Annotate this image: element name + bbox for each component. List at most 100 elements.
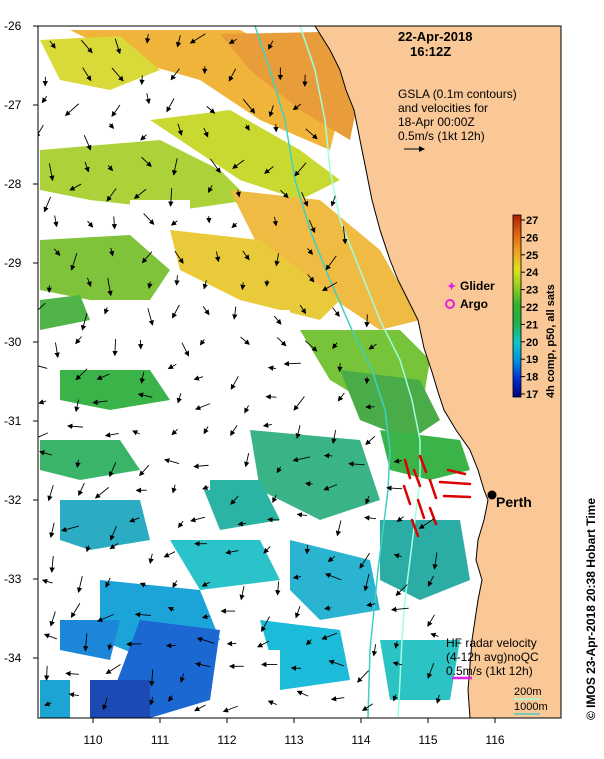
velocity-arrow	[147, 308, 154, 326]
velocity-arrow	[137, 392, 153, 398]
velocity-arrow	[280, 189, 289, 199]
velocity-arrow	[139, 582, 147, 588]
colorbar-ticks: 27 26 25 24 23 22 21 20 19 18 17	[521, 215, 539, 401]
gsla-line2: and velocities for	[398, 101, 488, 115]
velocity-arrow	[80, 39, 93, 54]
velocity-arrow	[43, 633, 58, 640]
lon-tick-label: 116	[485, 733, 504, 747]
velocity-arrow	[133, 188, 147, 199]
velocity-arrow	[167, 363, 177, 369]
velocity-arrow	[86, 277, 92, 287]
velocity-arrow	[167, 606, 175, 612]
velocity-arrow	[43, 196, 52, 213]
velocity-arrow	[82, 67, 92, 82]
lat-tick-label: -28	[4, 177, 22, 191]
velocity-arrow	[54, 342, 60, 358]
velocity-arrow	[348, 461, 365, 467]
colorbar-tick-label: 26	[526, 232, 538, 244]
credit-text: © IMOS 23-Apr-2018 20:38 Hobart Time	[584, 498, 598, 720]
velocity-arrow	[109, 247, 115, 257]
velocity-arrow	[321, 281, 338, 292]
velocity-arrow	[170, 220, 178, 226]
lat-tick-label: -34	[4, 651, 22, 665]
velocity-arrow	[171, 158, 178, 176]
velocity-arrow	[337, 363, 343, 373]
velocity-arrow	[61, 525, 79, 533]
velocity-arrow	[141, 251, 153, 264]
velocity-arrow	[104, 432, 119, 438]
velocity-arrow	[304, 481, 313, 487]
velocity-arrow	[178, 520, 184, 529]
velocity-arrow	[38, 432, 49, 440]
velocity-arrow	[342, 226, 348, 245]
velocity-arrow	[49, 522, 55, 538]
velocity-arrow	[232, 306, 238, 320]
latitude-ticks: -26 -27 -28 -29 -30 -31 -32 -33 -34	[4, 19, 38, 665]
longitude-ticks: 110 111 112 113 114 115 116	[83, 718, 505, 747]
velocity-arrow	[325, 255, 337, 271]
velocity-arrow	[83, 633, 89, 652]
velocity-arrow	[172, 304, 180, 319]
velocity-arrow	[327, 556, 336, 562]
perth-label: Perth	[496, 494, 532, 510]
velocity-arrow	[171, 428, 178, 436]
velocity-arrow	[299, 304, 307, 315]
gsla-scale: 0.5m/s (1kt 12h)	[398, 129, 485, 143]
velocity-arrow	[164, 458, 180, 464]
velocity-arrow	[103, 307, 110, 315]
velocity-arrow	[392, 694, 398, 702]
velocity-arrow	[364, 314, 370, 328]
velocity-arrow	[321, 632, 338, 640]
velocity-arrow	[427, 576, 434, 587]
colorbar-tick-label: 27	[526, 215, 538, 227]
velocity-arrow	[308, 219, 316, 234]
velocity-arrow	[323, 484, 338, 491]
velocity-arrow	[74, 399, 80, 413]
velocity-arrow	[41, 578, 53, 585]
velocity-arrow	[361, 703, 374, 711]
velocity-arrow	[105, 577, 111, 588]
velocity-arrow	[78, 482, 85, 497]
velocity-arrow	[267, 517, 280, 523]
velocity-arrow	[306, 639, 312, 646]
velocity-arrow	[283, 361, 301, 367]
velocity-arrow	[106, 188, 117, 202]
velocity-arrow	[394, 641, 400, 649]
gsla-line1: GSLA (0.1m contours)	[398, 87, 517, 101]
velocity-arrow	[275, 581, 281, 596]
velocity-arrow	[301, 192, 309, 207]
velocity-arrow	[107, 277, 113, 297]
colorbar-title: 4h comp, p50, all sats	[545, 284, 557, 398]
velocity-arrow	[208, 184, 213, 194]
velocity-arrow	[304, 544, 311, 555]
velocity-arrow	[214, 251, 221, 263]
velocity-arrow	[148, 553, 154, 565]
velocity-arrow	[263, 546, 271, 554]
lat-tick-label: -31	[4, 414, 22, 428]
velocity-arrow	[189, 33, 206, 44]
velocity-arrow	[92, 399, 108, 405]
velocity-arrow	[69, 183, 82, 191]
velocity-arrow	[75, 459, 81, 469]
velocity-arrows	[38, 33, 441, 713]
velocity-arrow	[427, 662, 435, 679]
velocity-arrow	[174, 250, 184, 264]
velocity-arrow	[244, 452, 250, 468]
velocity-arrow	[330, 195, 336, 207]
velocity-arrow	[432, 552, 438, 570]
velocity-arrow	[96, 614, 114, 622]
hf-scale: 0.5m/s (1kt 12h)	[446, 664, 533, 678]
velocity-arrow	[193, 463, 209, 469]
velocity-arrow	[179, 673, 185, 683]
velocity-arrow	[331, 430, 337, 445]
velocity-arrow	[332, 342, 338, 350]
velocity-arrow	[307, 274, 315, 283]
lat-tick-label: -26	[4, 19, 22, 33]
colorbar-tick-label: 18	[526, 372, 538, 384]
perth-marker	[487, 490, 497, 500]
velocity-arrow	[112, 339, 118, 357]
velocity-arrow	[296, 690, 309, 697]
velocity-arrow	[132, 430, 140, 436]
lat-tick-label: -32	[4, 493, 22, 507]
velocity-arrow	[264, 166, 274, 174]
